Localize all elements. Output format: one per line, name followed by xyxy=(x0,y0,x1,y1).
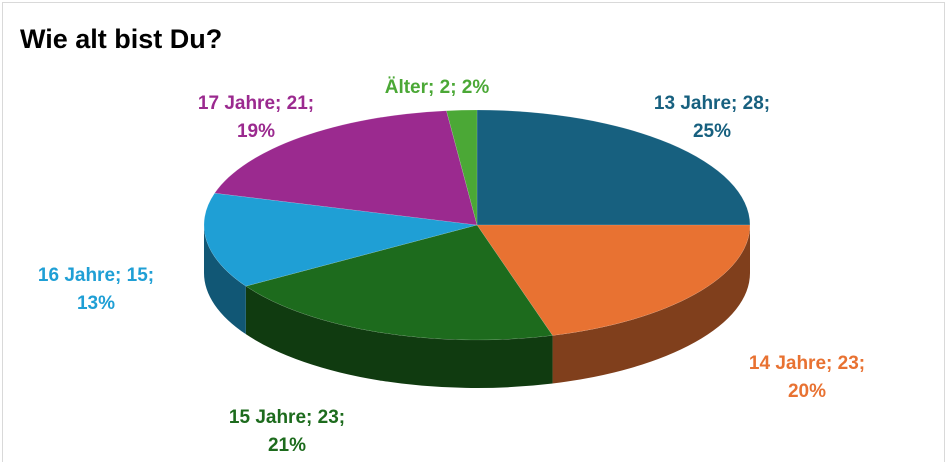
slice-side xyxy=(552,225,750,384)
data-label: 15 Jahre; 23; 21% xyxy=(228,407,346,456)
chart-title: Wie alt bist Du? xyxy=(20,24,223,54)
slice xyxy=(245,224,554,341)
slice-side xyxy=(204,225,246,335)
slice-side xyxy=(245,286,553,388)
slice xyxy=(446,109,478,226)
data-label: 14 Jahre; 23; 20% xyxy=(748,353,866,402)
data-label: 13 Jahre; 28; 25% xyxy=(653,93,771,142)
data-label: 16 Jahre; 15; 13% xyxy=(37,265,155,314)
slice xyxy=(203,192,478,287)
slice xyxy=(214,110,478,226)
data-label: Älter; 2; 2% xyxy=(384,77,490,98)
slice xyxy=(476,109,751,226)
slice xyxy=(476,224,751,336)
data-label: 17 Jahre; 21; 19% xyxy=(197,93,315,142)
